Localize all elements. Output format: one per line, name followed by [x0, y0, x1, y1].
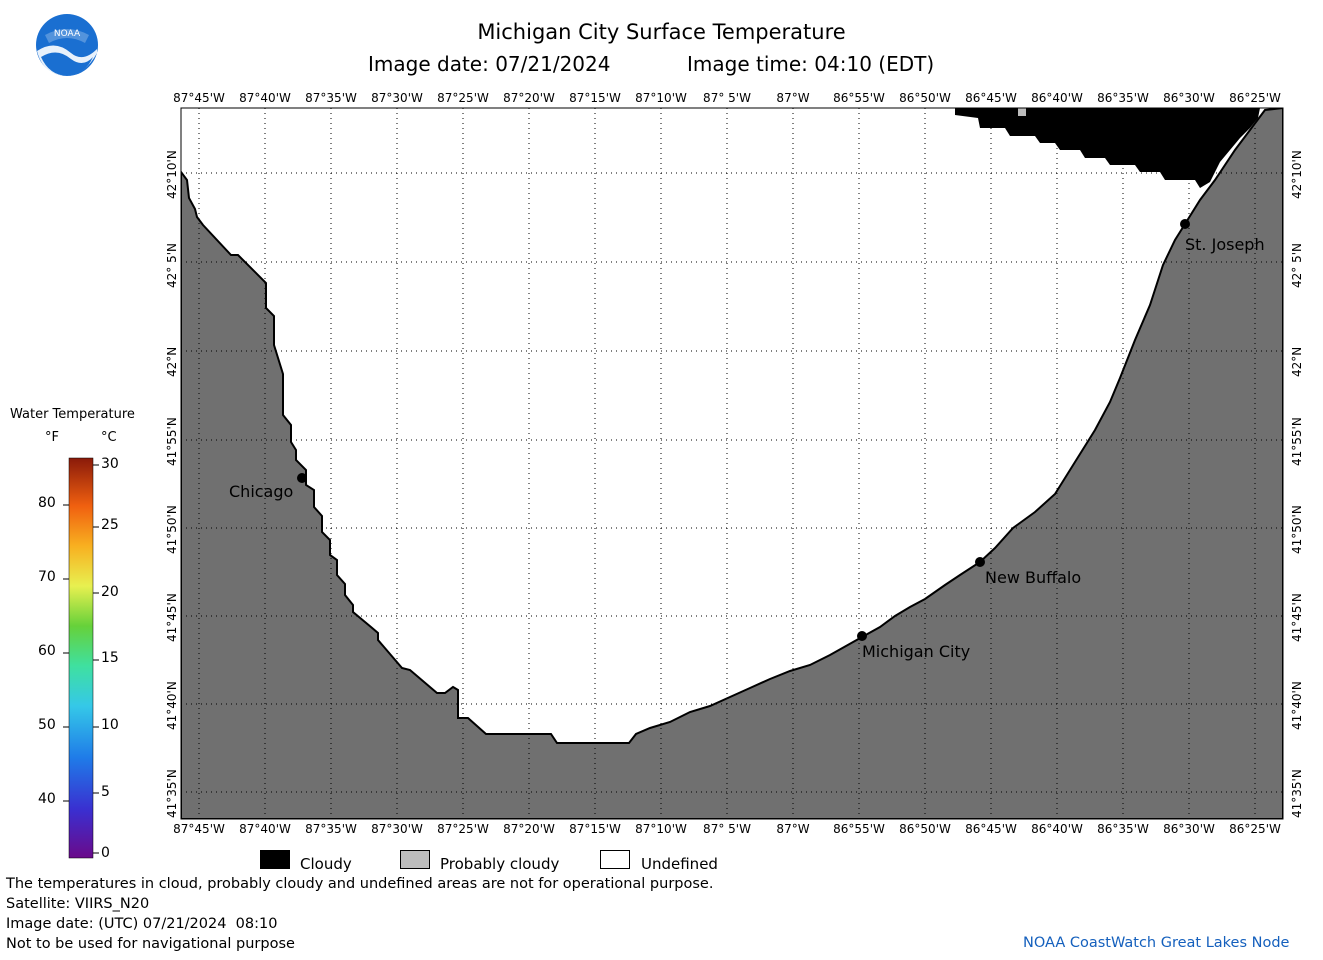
- longitude-label: 86°30'W: [1163, 91, 1215, 105]
- tick-f: 60: [38, 643, 56, 659]
- longitude-label: 87°35'W: [305, 91, 357, 105]
- city-marker: [297, 473, 307, 483]
- latitude-label: 41°55'N: [165, 417, 179, 466]
- footer-navigation-warning: Not to be used for navigational purpose: [6, 936, 295, 952]
- city-label-chicago: Chicago: [229, 482, 294, 501]
- unit-fahrenheit: °F: [45, 430, 59, 445]
- longitude-label: 87°15'W: [569, 91, 621, 105]
- latitude-label: 42° 5'N: [165, 243, 179, 288]
- longitude-label: 87°45'W: [173, 91, 225, 105]
- noaa-logo-icon: NOAA: [36, 14, 98, 76]
- longitude-label: 87°20'W: [503, 91, 555, 105]
- longitude-label: 86°35'W: [1097, 91, 1149, 105]
- tick-f: 50: [38, 717, 56, 733]
- latitude-label: 41°35'N: [165, 769, 179, 818]
- tick-c: 25: [101, 517, 119, 533]
- latitude-label: 42° 5'N: [1290, 243, 1304, 288]
- latitude-label: 41°40'N: [1290, 681, 1304, 730]
- city-marker: [1180, 219, 1190, 229]
- longitude-label: 87°25'W: [437, 91, 489, 105]
- city-label-new-buffalo: New Buffalo: [985, 568, 1082, 587]
- longitude-label: 87° 5'W: [703, 822, 751, 836]
- image-time: Image time: 04:10 (EDT): [687, 52, 935, 76]
- longitude-label: 86°45'W: [965, 822, 1017, 836]
- longitude-label: 87°30'W: [371, 91, 423, 105]
- longitude-label: 86°40'W: [1031, 91, 1083, 105]
- probably-cloudy-swatch: [400, 850, 430, 869]
- longitude-label: 86°30'W: [1163, 822, 1215, 836]
- svg-text:NOAA: NOAA: [54, 29, 81, 39]
- land-west: [181, 108, 1283, 819]
- tick-c: 5: [101, 784, 110, 800]
- longitude-label: 86°55'W: [833, 91, 885, 105]
- longitude-label: 87°40'W: [239, 91, 291, 105]
- longitude-label: 86°50'W: [899, 91, 951, 105]
- cloudy-label: Cloudy: [300, 855, 352, 873]
- tick-c: 20: [101, 584, 119, 600]
- map-frame: [180, 107, 1284, 820]
- latitude-label: 41°35'N: [1290, 769, 1304, 818]
- latitude-label: 41°45'N: [1290, 593, 1304, 642]
- longitude-label: 86°55'W: [833, 822, 885, 836]
- unit-celsius: °C: [101, 430, 117, 445]
- tick-f: 80: [38, 495, 56, 511]
- city-marker: [857, 631, 867, 641]
- tick-c: 15: [101, 650, 119, 666]
- longitude-label: 86°25'W: [1229, 91, 1281, 105]
- undefined-swatch: [600, 850, 630, 869]
- image-date: Image date: 07/21/2024: [368, 52, 611, 76]
- legend-title: Water Temperature: [10, 407, 135, 422]
- city-label-michigan-city: Michigan City: [862, 642, 971, 661]
- probably-cloudy-label: Probably cloudy: [440, 855, 560, 873]
- longitude-label: 87°10'W: [635, 822, 687, 836]
- probably-cloudy-area: [1018, 108, 1026, 116]
- tick-c: 0: [101, 845, 110, 861]
- longitude-label: 87°40'W: [239, 822, 291, 836]
- latitude-label: 41°40'N: [165, 681, 179, 730]
- longitude-label: 87°20'W: [503, 822, 555, 836]
- longitude-label: 87°25'W: [437, 822, 489, 836]
- longitude-label: 86°25'W: [1229, 822, 1281, 836]
- city-label-st-joseph: St. Joseph: [1185, 235, 1265, 254]
- longitude-label: 86°35'W: [1097, 822, 1149, 836]
- longitude-label: 86°45'W: [965, 91, 1017, 105]
- longitude-label: 87°W: [776, 822, 810, 836]
- undefined-label: Undefined: [641, 855, 718, 873]
- tick-f: 40: [38, 791, 56, 807]
- tick-f: 70: [38, 569, 56, 585]
- latitude-label: 42°10'N: [165, 150, 179, 199]
- cloudy-swatch: [260, 850, 290, 869]
- tick-c: 30: [101, 456, 119, 472]
- temperature-colorbar: [68, 457, 94, 859]
- latitude-label: 41°50'N: [165, 505, 179, 554]
- latitude-label: 42°N: [165, 346, 179, 377]
- latitude-label: 41°50'N: [1290, 505, 1304, 554]
- longitude-label: 87°10'W: [635, 91, 687, 105]
- longitude-label: 87°45'W: [173, 822, 225, 836]
- cloudy-area: [955, 108, 1260, 188]
- city-marker: [975, 557, 985, 567]
- page-title: Michigan City Surface Temperature: [477, 20, 846, 44]
- longitude-label: 87° 5'W: [703, 91, 751, 105]
- latitude-label: 42°10'N: [1290, 150, 1304, 199]
- latitude-label: 42°N: [1290, 346, 1304, 377]
- longitude-label: 87°15'W: [569, 822, 621, 836]
- longitude-label: 87°W: [776, 91, 810, 105]
- latitude-label: 41°45'N: [165, 593, 179, 642]
- latitude-label: 41°55'N: [1290, 417, 1304, 466]
- footer-note: The temperatures in cloud, probably clou…: [6, 876, 714, 892]
- tick-c: 10: [101, 717, 119, 733]
- longitude-label: 86°50'W: [899, 822, 951, 836]
- footer-image-date-utc: Image date: (UTC) 07/21/2024 08:10: [6, 916, 278, 932]
- longitude-label: 86°40'W: [1031, 822, 1083, 836]
- longitude-label: 87°35'W: [305, 822, 357, 836]
- longitude-label: 87°30'W: [371, 822, 423, 836]
- credit-link[interactable]: NOAA CoastWatch Great Lakes Node: [1023, 935, 1290, 951]
- footer-satellite: Satellite: VIIRS_N20: [6, 896, 150, 912]
